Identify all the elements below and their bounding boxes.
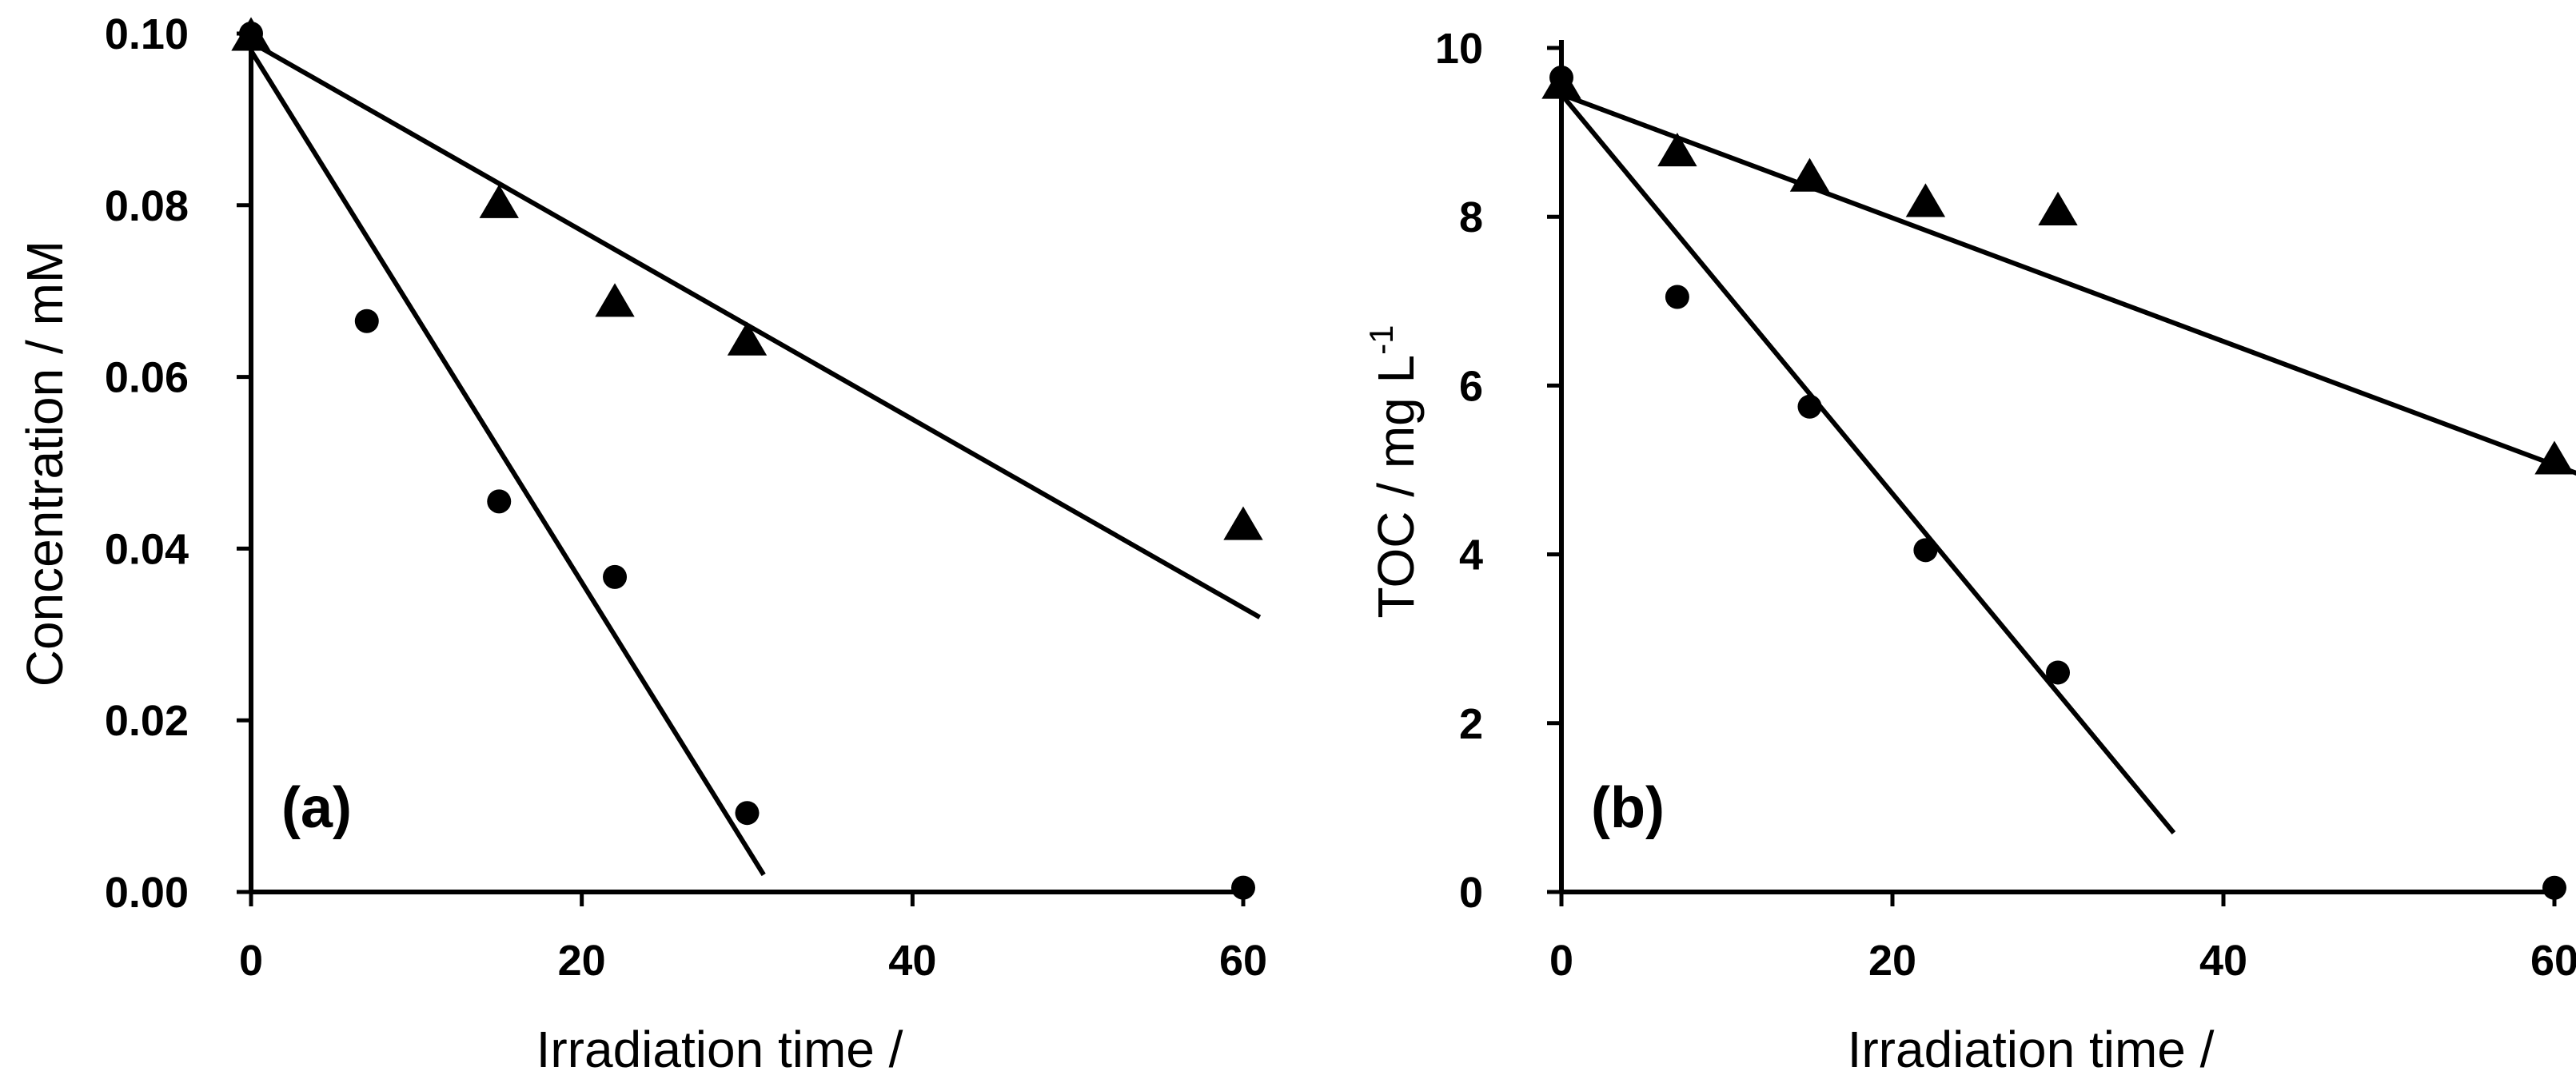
data-point-triangle <box>1657 133 1697 167</box>
panel-label: (a) <box>281 776 352 840</box>
panel-label: (b) <box>1591 776 1665 840</box>
y-tick-label: 0.02 <box>105 697 189 745</box>
x-axis-title: Irradiation time / <box>1848 1021 2215 1078</box>
data-point-triangle <box>595 283 635 317</box>
x-axis-title: Irradiation time / <box>536 1021 903 1078</box>
y-tick-label: 2 <box>1459 700 1483 748</box>
x-tick-label: 60 <box>1219 937 1267 985</box>
data-point-triangle <box>1223 506 1263 540</box>
y-tick-label: 4 <box>1459 532 1483 579</box>
x-tick-label: 20 <box>558 937 606 985</box>
data-point-circle <box>1913 538 1938 563</box>
y-tick-label: 0.04 <box>105 525 189 573</box>
data-point-triangle <box>2038 191 2078 226</box>
y-tick-label: 0.00 <box>105 869 189 917</box>
data-point-circle <box>2542 875 2566 900</box>
data-point-circle <box>1665 285 1689 309</box>
y-axis-title: Concentration / mM <box>16 241 74 687</box>
y-axis-title: TOC / mg L-1 <box>1362 325 1425 619</box>
fit-line-circles <box>249 49 766 877</box>
data-point-triangle <box>727 321 768 356</box>
data-point-circle <box>1231 875 1255 900</box>
y-tick-label: 0.06 <box>105 354 189 402</box>
panel-b: 0 2 4 6 8 10 0 20 40 60 Irradiation time / TOC / mg… <box>1362 25 2576 1078</box>
data-point-triangle <box>479 184 519 218</box>
panel-a: 0.00 0.02 0.04 0.06 0.08 0.10 0 20 40 60 Irradiati… <box>16 10 1267 1078</box>
data-point-circle <box>487 489 512 514</box>
data-point-circle <box>603 564 628 589</box>
y-tick-label: 0 <box>1459 869 1483 917</box>
x-tick-label: 20 <box>1868 937 1916 985</box>
fit-line-triangles <box>249 40 1262 619</box>
y-axis-title-superscript: -1 <box>1362 325 1400 355</box>
y-tick-label: 6 <box>1459 362 1483 410</box>
data-point-circle <box>1797 394 1822 419</box>
data-point-circle <box>354 309 379 333</box>
data-point-circle <box>735 801 760 826</box>
x-tick-label: 0 <box>1549 937 1573 985</box>
x-tick-label: 60 <box>2530 937 2576 985</box>
y-tick-label: 0.08 <box>105 182 189 230</box>
data-point-triangle <box>2534 440 2574 475</box>
data-point-triangle <box>231 17 271 51</box>
x-tick-label: 40 <box>2199 937 2247 985</box>
fit-line-circles <box>1559 93 2176 834</box>
x-tick-label: 40 <box>888 937 936 985</box>
y-tick-label: 10 <box>1435 25 1483 73</box>
data-point-triangle <box>1789 157 1830 192</box>
y-tick-label: 8 <box>1459 193 1483 241</box>
fit-line-triangles <box>1560 92 2576 476</box>
data-point-triangle <box>1905 183 1946 217</box>
y-tick-label: 0.10 <box>105 10 189 58</box>
x-tick-label: 0 <box>239 937 263 985</box>
data-point-circle <box>2046 660 2070 685</box>
data-point-triangle <box>1541 65 1581 99</box>
